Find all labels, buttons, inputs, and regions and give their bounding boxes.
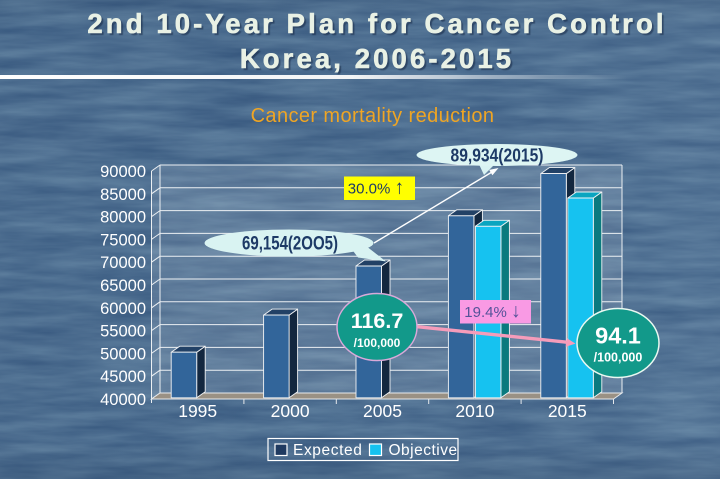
- svg-text:90000: 90000: [100, 163, 146, 181]
- svg-text:/100,000: /100,000: [594, 351, 643, 365]
- svg-text:55000: 55000: [100, 323, 146, 341]
- svg-text:116.7: 116.7: [351, 309, 404, 333]
- svg-text:50000: 50000: [100, 345, 146, 363]
- svg-text:2015: 2015: [548, 401, 587, 421]
- svg-text:94.1: 94.1: [595, 323, 641, 349]
- svg-text:1995: 1995: [178, 401, 217, 421]
- svg-text:89,934(2015): 89,934(2015): [451, 146, 544, 166]
- svg-text:70000: 70000: [100, 254, 146, 272]
- svg-text:30.0% ↑: 30.0% ↑: [348, 177, 404, 199]
- svg-text:Objective: Objective: [389, 442, 458, 459]
- svg-text:75000: 75000: [100, 231, 146, 249]
- svg-text:40000: 40000: [100, 391, 146, 409]
- svg-text:85000: 85000: [100, 186, 146, 204]
- svg-text:Expected: Expected: [293, 442, 362, 459]
- svg-text:80000: 80000: [100, 209, 146, 227]
- svg-text:/100,000: /100,000: [354, 336, 401, 350]
- svg-text:69,154(2OO5): 69,154(2OO5): [242, 234, 338, 255]
- svg-text:19.4% ↓: 19.4% ↓: [464, 300, 520, 322]
- svg-text:60000: 60000: [100, 300, 146, 318]
- svg-text:65000: 65000: [100, 277, 146, 295]
- svg-text:45000: 45000: [100, 368, 146, 386]
- svg-text:2010: 2010: [455, 401, 494, 421]
- svg-text:2000: 2000: [271, 401, 310, 421]
- svg-text:2005: 2005: [363, 401, 402, 421]
